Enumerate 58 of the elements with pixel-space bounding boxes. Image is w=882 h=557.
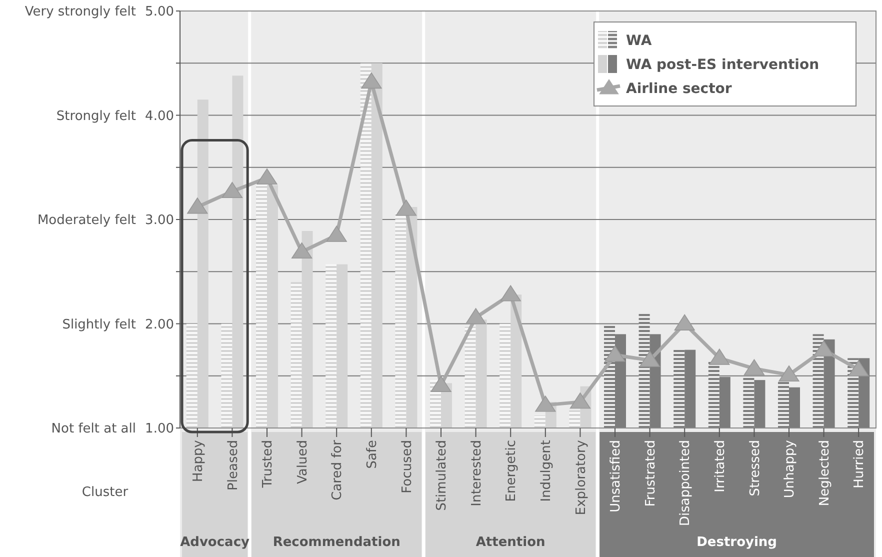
x-tick-label: Hurried [852,440,868,488]
x-tick-label: Pleased [226,440,241,490]
text: Very strongly felt [24,4,136,20]
x-tick-label: Happy [190,440,206,482]
text: Slightly felt [62,317,136,332]
point [396,200,416,216]
x-tick-label: Irritated [712,440,728,492]
point [187,198,208,214]
x-tick-label: Interested [469,440,484,506]
point [848,360,869,376]
legend-label: WA [626,32,652,49]
y-tick-label: 3.00 [145,213,174,228]
y-tick-label: 1.00 [145,422,174,437]
text: Strongly felt [56,108,136,124]
x-axis-title: Cluster [82,485,129,500]
point [744,359,764,376]
x-tick-label: Stimulated [434,440,450,511]
point [535,396,556,412]
x-tick-label: Unsatisfied [608,440,624,512]
point [814,340,834,357]
band-label: Recommendation [272,535,400,550]
text: Not felt at all [51,422,136,437]
band-label: Advocacy [180,535,250,550]
band-label: Attention [476,535,546,550]
x-tick-label: Valued [295,440,310,484]
band-label: Destroying [696,535,778,550]
point [570,392,590,409]
legend-label: WA post-ES intervention [626,56,820,73]
point [222,182,242,198]
x-tick-label: Trusted [260,440,276,489]
y-tick-label: 4.00 [145,108,174,124]
x-tick-label: Unhappy [782,440,798,498]
x-tick-label: Stressed [748,440,763,496]
x-tick-label: Safe [364,440,380,469]
y-tick-label: 5.00 [145,4,174,20]
point [256,168,278,184]
x-tick-label: Energetic [504,440,520,502]
point [500,285,521,302]
text: Moderately felt [37,213,136,228]
point [604,346,626,362]
point [709,348,730,365]
legend-label: Airline sector [626,80,732,97]
point [430,376,452,392]
point [361,72,382,89]
point [778,365,800,382]
x-tick-label: Cared for [330,439,346,500]
point [466,308,486,324]
x-tick-label: Indulgent [538,440,554,502]
x-tick-label: Disappointed [678,440,694,526]
point [326,226,347,242]
point [640,350,660,367]
x-tick-label: Neglected [817,440,832,506]
x-tick-label: Exploratory [574,440,589,516]
y-tick-label: 2.00 [145,317,174,332]
x-tick-label: Focused [400,440,415,494]
point [292,242,312,259]
point [674,314,695,330]
x-tick-label: Frustrated [643,440,658,507]
